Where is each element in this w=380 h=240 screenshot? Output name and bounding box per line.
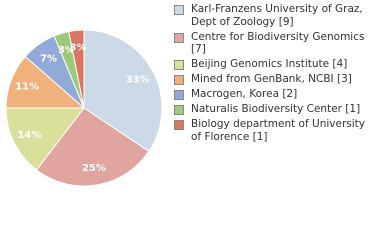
legend-item: Naturalis Biodiversity Center [1] (174, 103, 374, 116)
legend-label: Macrogen, Korea [2] (191, 88, 298, 100)
slice-label: 3% (58, 45, 75, 56)
slice-label: 11% (15, 82, 39, 93)
legend-swatch (174, 120, 184, 130)
legend-label: Karl-Franzens University of Graz, Dept o… (191, 3, 363, 28)
legend-swatch (174, 90, 184, 100)
legend-item: Mined from GenBank, NCBI [3] (174, 73, 374, 86)
legend-label: Beijing Genomics Institute [4] (191, 58, 348, 70)
slice-label: 3% (70, 42, 87, 53)
legend-label: Centre for Biodiversity Genomics [7] (191, 30, 365, 56)
legend-item: Karl-Franzens University of Graz, Dept o… (174, 3, 374, 28)
legend-item: Centre for Biodiversity Genomics [7] (174, 31, 374, 56)
legend-item: Beijing Genomics Institute [4] (174, 58, 374, 71)
pie-slice (68, 29, 85, 109)
legend-label: Naturalis Biodiversity Center [1] (191, 103, 361, 115)
pie-chart: 33%25%14%11%7%3%3% (5, 29, 163, 187)
slice-label: 14% (17, 130, 41, 141)
pie-slice (5, 107, 86, 171)
legend-swatch (174, 32, 184, 43)
slice-label: 7% (40, 54, 57, 65)
legend-swatch (174, 75, 184, 85)
slice-label: 25% (82, 163, 106, 174)
legend-label: Mined from GenBank, NCBI [3] (191, 73, 352, 85)
slice-label: 33% (126, 74, 150, 85)
legend-swatch (174, 105, 184, 115)
legend-swatch (174, 60, 184, 70)
legend-item: Macrogen, Korea [2] (174, 88, 374, 101)
legend-swatch (174, 5, 184, 15)
legend: Karl-Franzens University of Graz, Dept o… (174, 3, 374, 146)
legend-label: Biology department of University of Flor… (191, 118, 365, 143)
pie-slice (35, 107, 150, 187)
legend-item: Biology department of University of Flor… (174, 118, 374, 143)
